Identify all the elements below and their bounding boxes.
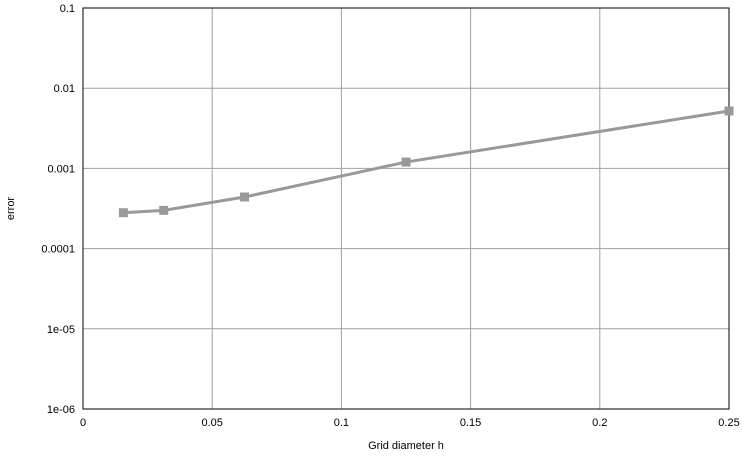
series-line	[123, 109, 730, 215]
data-point-marker	[401, 157, 411, 167]
x-tick-label: 0.1	[334, 417, 349, 429]
axis-ticks: 0 0.05 0.1 0.15 0.2 0.25 1e-06 1e-05 0.0001 0.001…	[41, 3, 739, 429]
x-tick-label: 0.2	[592, 417, 607, 429]
y-tick-label: 0.1	[60, 3, 75, 15]
data-point-marker	[118, 208, 128, 218]
y-axis-label: error	[5, 197, 17, 221]
series-group	[118, 106, 734, 218]
data-point-marker	[724, 106, 734, 116]
x-tick-label: 0.15	[460, 417, 481, 429]
grid-lines	[83, 8, 729, 409]
y-tick-label: 0.0001	[41, 244, 75, 256]
y-tick-label: 1e-06	[47, 404, 75, 416]
x-tick-label: 0.05	[201, 417, 222, 429]
plot-frame	[82, 7, 730, 410]
data-point-marker	[240, 192, 249, 202]
y-tick-label: 1e-05	[47, 324, 75, 336]
data-point-marker	[159, 205, 169, 215]
x-tick-label: 0	[80, 417, 86, 429]
y-tick-label: 0.01	[54, 83, 75, 95]
y-tick-label: 0.001	[47, 163, 75, 175]
x-axis-label: Grid diameter h	[368, 440, 444, 452]
x-tick-label: 0.25	[718, 417, 739, 429]
